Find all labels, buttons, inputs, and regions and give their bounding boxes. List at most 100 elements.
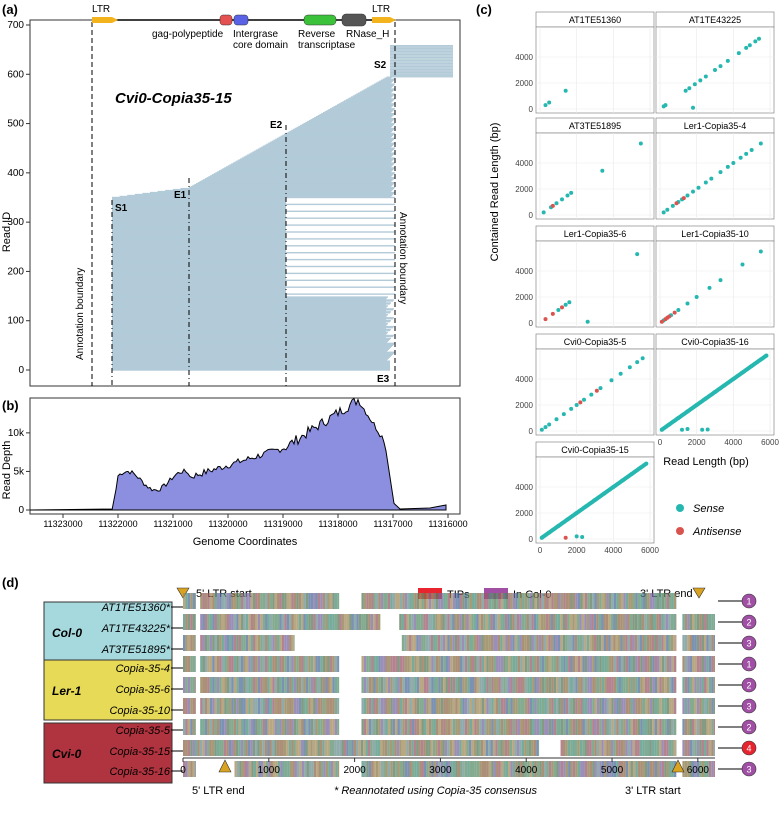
sense-point <box>640 356 645 361</box>
sense-point <box>567 300 572 305</box>
ltr5-end-triangle <box>218 759 232 773</box>
sense-point <box>685 193 690 198</box>
facet-title: AT1TE51360 <box>569 15 621 25</box>
alignment-tick-label: 3000 <box>429 765 452 776</box>
facet-x-tick: 4000 <box>604 546 622 555</box>
sense-point <box>718 170 723 175</box>
facet-x-tick: 6000 <box>641 546 659 555</box>
sense-point <box>692 82 697 87</box>
panel-a-label: (a) <box>2 2 18 17</box>
read-alignment-bars <box>112 45 453 371</box>
ltr5-end-label: 5' LTR end <box>192 785 245 797</box>
copy-badge-label: 4 <box>746 744 751 754</box>
ltr3-end-triangle <box>692 587 706 599</box>
sense-point <box>543 103 548 108</box>
facet-at1te51360: AT1TE51360 0 2000 4000 <box>515 11 655 114</box>
scatter-x-title: Read Length (bp) <box>663 456 749 468</box>
copy-badge <box>741 635 757 651</box>
sense-point <box>635 252 640 257</box>
facet-y-tick: 4000 <box>515 483 533 492</box>
sense-point <box>749 364 754 368</box>
y-tick-label: 300 <box>7 217 24 228</box>
facet-cvi0-copia35-5: Cvi0-Copia35-5 0 2000 4000 <box>515 333 655 436</box>
copy-badge <box>741 593 757 609</box>
alignment-tick-label: 4000 <box>515 765 538 776</box>
footnote: * Reannotated using Copia-35 consensus <box>334 785 538 797</box>
sense-point <box>691 189 695 194</box>
alignment-track <box>183 761 715 777</box>
sense-point <box>700 427 705 432</box>
marker-s2: S2 <box>374 60 387 71</box>
sense-point <box>598 386 603 391</box>
panel-c-label: (c) <box>476 2 492 17</box>
panel-b-label: (b) <box>2 398 19 413</box>
genome-tick-label: 11316000 <box>428 519 467 529</box>
depth-tick-label: 0 <box>18 505 24 516</box>
facet-at1te43225: AT1TE43225 <box>655 11 775 114</box>
sense-point <box>713 68 717 72</box>
integrase-domain <box>233 14 249 26</box>
facet-y-tick: 2000 <box>515 185 533 194</box>
boundary-left-label: Annotation boundary <box>75 268 86 360</box>
antisense-point <box>560 305 564 310</box>
alignment-track <box>183 719 715 735</box>
antisense-point <box>674 201 679 206</box>
accession-groups: Col-0 AT1TE51360* AT1TE43225* AT3TE51895* Le… <box>43 601 183 784</box>
read-depth-axis-title: Read Depth <box>1 441 13 500</box>
y-axis-title: Read ID <box>1 212 13 252</box>
group-name: Col-0 <box>52 626 82 640</box>
row-label: Copia-35-5 <box>116 725 171 737</box>
domain-gag-label: gag-polypeptide <box>152 29 224 40</box>
sense-point <box>600 168 605 173</box>
sense-point <box>691 105 695 110</box>
gag-domain <box>219 14 233 26</box>
rnaseh-domain <box>341 13 367 27</box>
rt-domain <box>303 14 337 26</box>
marker-s1: S1 <box>115 203 128 214</box>
domain-core-label: core domain <box>233 40 288 51</box>
facet-at3te51895: AT3TE51895 0 2000 4000 <box>515 117 655 220</box>
sense-point <box>574 511 579 515</box>
row-label: Copia-35-10 <box>109 705 170 717</box>
sense-point <box>539 535 544 540</box>
sense-point <box>707 285 712 290</box>
scatter-facets: AT1TE51360 0 2000 4000 AT1TE43225 AT3TE51895 0… <box>515 11 779 555</box>
facet-y-tick: 4000 <box>515 53 533 62</box>
sense-point <box>611 485 616 489</box>
marker-e2: E2 <box>270 120 283 131</box>
sense-point <box>565 193 570 198</box>
row-label: Copia-35-16 <box>109 766 170 778</box>
sense-point <box>698 78 703 83</box>
facet-cvi0-copia35-15: Cvi0-Copia35-15 0 2000 4000 0 2000 4000 6000 <box>515 441 659 555</box>
facet-y-tick: 2000 <box>515 79 533 88</box>
genome-tick-label: 11323000 <box>43 519 82 529</box>
copy-badge-label: 2 <box>746 681 751 691</box>
genome-tick-label: 11317000 <box>373 519 412 529</box>
group-col-0: Col-0 AT1TE51360* AT1TE43225* AT3TE51895* <box>43 601 183 663</box>
facet-y-tick: 0 <box>529 211 534 220</box>
sense-point <box>676 416 681 420</box>
domain-rnaseh-label: RNase_H <box>346 29 389 40</box>
genome-tick-label: 11318000 <box>318 519 357 529</box>
sense-point <box>709 176 714 181</box>
copy-badge <box>741 719 757 735</box>
facet-y-tick: 4000 <box>515 159 533 168</box>
sense-point <box>725 164 730 169</box>
sense-point <box>556 524 561 528</box>
sense-point <box>620 478 625 483</box>
sense-point <box>694 295 699 299</box>
sense-point <box>556 308 561 312</box>
y-tick-label: 400 <box>7 168 24 179</box>
sense-point <box>560 197 564 202</box>
sense-point <box>753 39 758 44</box>
facet-y-tick: 2000 <box>515 509 533 518</box>
scatter-y-title: Contained Read Length (bp) <box>489 123 501 262</box>
copy-badge-label: 3 <box>746 765 751 775</box>
sense-point <box>722 383 727 388</box>
sense-point <box>764 353 769 358</box>
sense-point <box>713 390 717 394</box>
facet-x-tick: 0 <box>658 438 663 447</box>
sense-point <box>687 86 692 91</box>
alignment-tick-label: 5000 <box>601 765 624 776</box>
alignment-track <box>183 740 715 756</box>
